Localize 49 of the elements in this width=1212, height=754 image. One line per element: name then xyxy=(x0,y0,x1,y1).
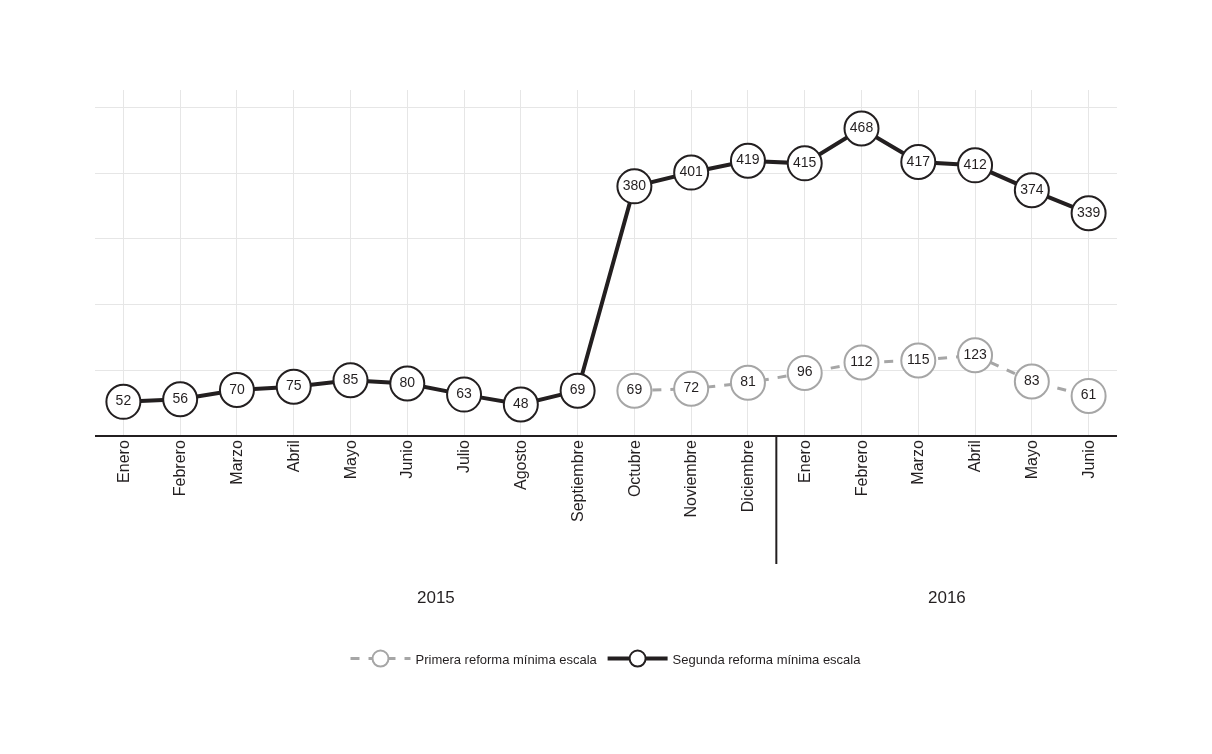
x-tick-label: Agosto xyxy=(512,440,530,491)
data-label: 52 xyxy=(115,392,132,409)
x-tick-label: Enero xyxy=(795,440,813,483)
data-label: 85 xyxy=(342,370,359,387)
x-tick-label: Febrero xyxy=(852,440,870,497)
data-label: 48 xyxy=(513,394,529,411)
data-label: 339 xyxy=(1076,203,1101,220)
data-label: 415 xyxy=(793,153,817,170)
data-label: 69 xyxy=(626,381,643,398)
data-label: 69 xyxy=(569,381,586,398)
data-label: 419 xyxy=(736,151,760,168)
data-label: 115 xyxy=(907,350,930,367)
x-tick-label: Marzo xyxy=(228,440,246,485)
x-tick-label: Febrero xyxy=(171,440,189,497)
data-label: 380 xyxy=(622,176,647,193)
data-label: 81 xyxy=(740,373,756,390)
data-label: 96 xyxy=(796,363,813,380)
data-label: 63 xyxy=(456,385,473,402)
x-tick-label: Abril xyxy=(284,440,302,473)
text: 2016 xyxy=(928,588,966,607)
x-tick-label: Junio xyxy=(398,440,416,479)
data-label: 123 xyxy=(963,345,987,362)
x-tick-label: Enero xyxy=(114,440,132,483)
data-label: 70 xyxy=(229,380,245,397)
data-label: 83 xyxy=(1024,371,1040,388)
data-label: 417 xyxy=(906,152,931,169)
data-label: 75 xyxy=(285,377,302,394)
data-label: 468 xyxy=(849,119,874,136)
data-label: 56 xyxy=(172,389,189,406)
data-label: 72 xyxy=(683,379,700,396)
data-label: 401 xyxy=(679,163,704,180)
data-label: 112 xyxy=(850,352,873,369)
x-tick-label: Diciembre xyxy=(739,440,757,513)
data-label: 374 xyxy=(1020,180,1044,197)
x-tick-label: Octubre xyxy=(625,440,643,498)
x-tick-label: Mayo xyxy=(1023,440,1041,480)
x-tick-label: Julio xyxy=(455,440,473,474)
data-label: 61 xyxy=(1080,386,1097,403)
legend-label: Primera reforma mínima escala xyxy=(415,651,598,667)
x-tick-label: Mayo xyxy=(341,440,359,480)
x-tick-label: Abril xyxy=(966,440,984,473)
data-label: 80 xyxy=(399,373,416,390)
x-tick-label: Junio xyxy=(1079,440,1097,479)
legend-label: Segunda reforma mínima escala xyxy=(672,651,862,667)
x-tick-label: Noviembre xyxy=(682,440,700,518)
x-tick-label: Septiembre xyxy=(568,440,586,523)
x-tick-label: Marzo xyxy=(909,440,927,485)
text: 2015 xyxy=(417,588,455,607)
data-label: 412 xyxy=(963,155,987,172)
